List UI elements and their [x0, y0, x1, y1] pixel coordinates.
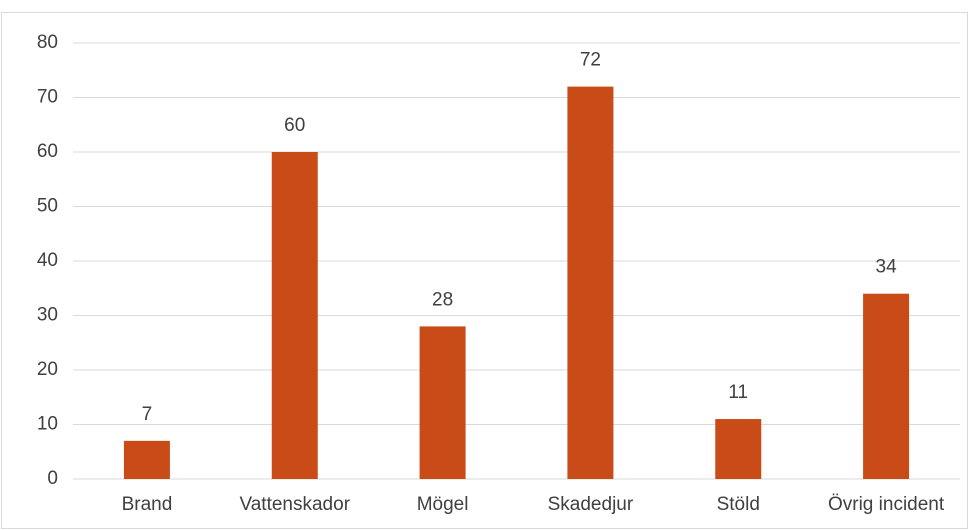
x-tick-label: Brand [122, 494, 173, 515]
y-tick-label: 60 [37, 141, 58, 162]
bar [419, 326, 466, 479]
bar [271, 152, 318, 479]
y-tick-label: 10 [37, 414, 58, 435]
x-tick-label: Övrig incident [828, 494, 945, 515]
bar [567, 86, 614, 479]
data-label: 11 [728, 382, 748, 403]
data-label: 60 [284, 115, 305, 136]
x-tick-label: Skadedjur [548, 494, 634, 515]
y-tick-label: 50 [37, 196, 58, 217]
x-tick-label: Vattenskador [239, 494, 350, 515]
data-label: 7 [142, 404, 153, 425]
bar [715, 419, 762, 479]
x-tick-label: Stöld [717, 494, 760, 515]
data-label: 34 [876, 257, 898, 278]
x-tick-label: Mögel [417, 494, 469, 515]
data-label: 72 [580, 50, 601, 71]
y-tick-label: 70 [37, 87, 58, 108]
y-tick-label: 20 [37, 359, 58, 380]
y-tick-label: 40 [37, 250, 58, 271]
y-tick-label: 80 [37, 32, 58, 53]
data-label: 28 [432, 289, 453, 310]
bar [863, 293, 910, 479]
bar [123, 440, 170, 479]
y-tick-label: 30 [37, 305, 58, 326]
y-tick-label: 0 [47, 468, 58, 489]
